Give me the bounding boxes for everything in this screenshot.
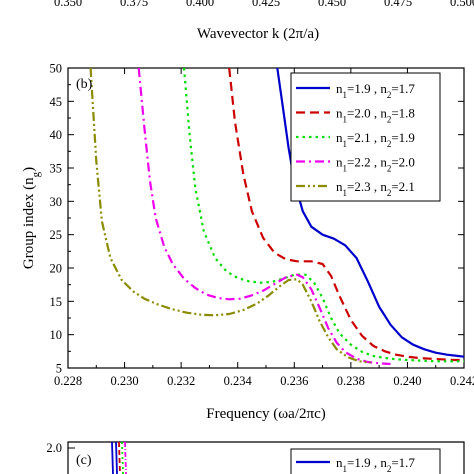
top-tick-label: 0.350 [54,0,82,9]
legend-label-5: n1=2.3 , n2=2.1 [336,179,415,198]
top-tick-label: 0.500 [450,0,474,9]
y-tick-label: 15 [50,295,63,309]
top-tick-label: 0.425 [252,0,280,9]
legend-items: n1=1.9 , n2=1.7 n1=2.0 , n2=1.8 n1=2.1 , n… [296,81,415,198]
panel-c-curve-red [118,441,121,474]
top-tick-label: 0.375 [120,0,148,9]
x-axis-ticks: 0.228 0.230 0.232 0.234 0.236 0.238 0.240 0.242 [54,68,474,388]
x-tick-label: 0.234 [224,374,253,388]
panel-label-c: (c) [76,453,92,468]
legend-label-1: n1=1.9 , n2=1.7 [336,81,415,100]
top-x-axis-label: Wavevector k (2π/a) [197,26,319,42]
panel-c-ytick-label: 2.0 [46,441,62,455]
panel-c-frame [67,441,465,474]
panel-label-b: (b) [76,77,93,92]
y-axis-ticks: 5 10 15 20 25 30 35 40 45 50 [50,62,464,376]
series-line-3 [182,67,464,363]
y-tick-label: 30 [50,195,63,209]
x-tick-label: 0.228 [54,374,82,388]
legend-label-2: n1=2.0 , n2=1.8 [336,106,415,125]
x-tick-label: 0.236 [280,374,308,388]
panel-c-curve-blue [111,441,118,474]
top-strip: 0.350 0.375 0.400 0.425 0.450 0.475 0.500 Wave… [54,0,474,42]
top-tick-labels: 0.350 0.375 0.400 0.425 0.450 0.475 0.500 [54,0,474,9]
top-tick-label: 0.450 [318,0,346,9]
y-tick-label: 25 [50,228,63,242]
legend: n1=1.9 , n2=1.7 n1=2.0 , n2=1.8 n1=2.1 , n… [290,72,441,202]
y-tick-label: 10 [50,328,63,342]
y-tick-label: 5 [56,362,62,376]
y-tick-label: 20 [50,262,63,276]
series-line-4 [137,67,391,366]
chart-panel-b: 0.228 0.230 0.232 0.234 0.236 0.238 0.240 0.242… [21,62,474,423]
x-tick-label: 0.240 [393,374,421,388]
y-tick-label: 40 [50,128,63,142]
top-tick-label: 0.475 [384,0,412,9]
x-tick-label: 0.232 [167,374,195,388]
y-axis-label-main: Group index (n [21,177,37,269]
x-tick-label: 0.238 [337,374,365,388]
top-tick-label: 0.400 [186,0,214,9]
y-tick-label: 45 [50,95,63,109]
panel-c-legend-label: n1=1.9 , n2=1.7 [336,455,415,474]
y-axis-label-sub: g [30,171,42,177]
y-axis-label-close: ) [21,167,37,172]
y-tick-label: 35 [50,162,63,176]
panel-c-curve-magenta [124,441,127,474]
series-line-5 [89,67,371,364]
y-axis-label: Group index (ng) [21,167,42,269]
y-tick-label: 50 [50,62,63,76]
x-tick-label: 0.230 [111,374,139,388]
legend-label-3: n1=2.1 , n2=1.9 [336,130,415,149]
x-axis-label: Frequency (ωa/2πc) [206,406,325,422]
legend-label-4: n1=2.2 , n2=2.0 [336,155,415,174]
x-tick-label: 0.242 [450,374,474,388]
panel-c-curve-green [121,441,124,474]
bottom-strip: 2.0 (c) n1=1.9 , n2=1.7 [46,441,465,474]
